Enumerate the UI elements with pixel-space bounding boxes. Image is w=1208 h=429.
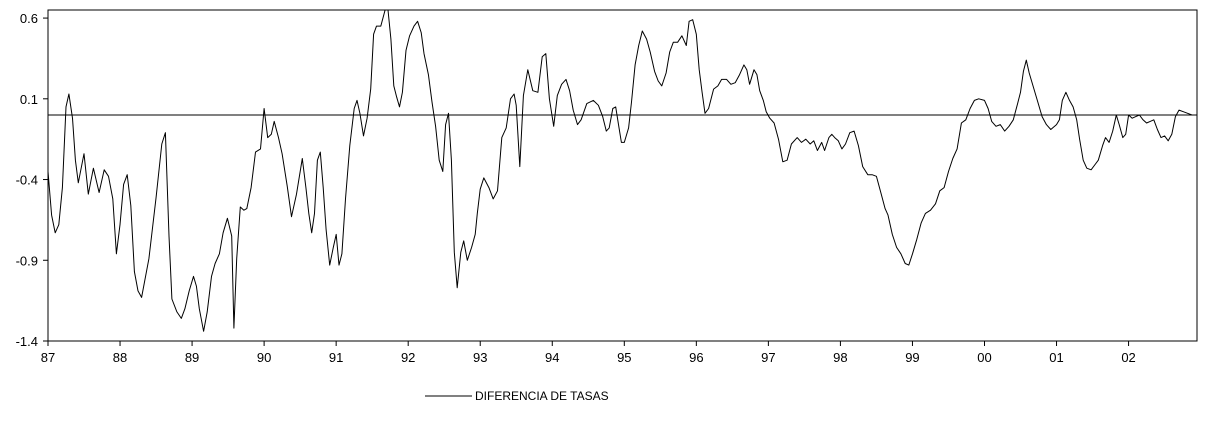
x-tick-label: 99 [905, 350, 919, 365]
x-tick-label: 93 [473, 350, 487, 365]
x-tick-label: 92 [401, 350, 415, 365]
plot-frame [47, 9, 1198, 342]
x-tick-label: 95 [617, 350, 631, 365]
y-tick-label: 0.6 [20, 11, 38, 26]
y-tick-label: -0.9 [16, 253, 38, 268]
y-tick-label: -1.4 [16, 334, 38, 349]
x-axis: 87 88 89 90 91 92 93 94 95 96 97 98 99 00 01 02 [41, 341, 1136, 365]
x-tick-label: 00 [977, 350, 991, 365]
x-tick-label: 91 [329, 350, 343, 365]
legend: DIFERENCIA DE TASAS [425, 389, 609, 403]
y-tick-label: 0.1 [20, 92, 38, 107]
x-tick-label: 87 [41, 350, 55, 365]
x-tick-label: 96 [689, 350, 703, 365]
x-tick-label: 89 [185, 350, 199, 365]
x-tick-label: 94 [545, 350, 559, 365]
legend-label: DIFERENCIA DE TASAS [475, 389, 609, 403]
x-tick-label: 90 [257, 350, 271, 365]
x-tick-label: 01 [1049, 350, 1063, 365]
series-group [47, 9, 1193, 332]
x-tick-label: 98 [833, 350, 847, 365]
x-tick-label: 97 [761, 350, 775, 365]
x-tick-label: 88 [113, 350, 127, 365]
x-tick-label: 02 [1121, 350, 1135, 365]
y-axis: -1.4 -0.9 -0.4 0.1 0.6 [16, 11, 48, 349]
y-tick-label: -0.4 [16, 173, 38, 188]
series-line [47, 9, 1193, 332]
